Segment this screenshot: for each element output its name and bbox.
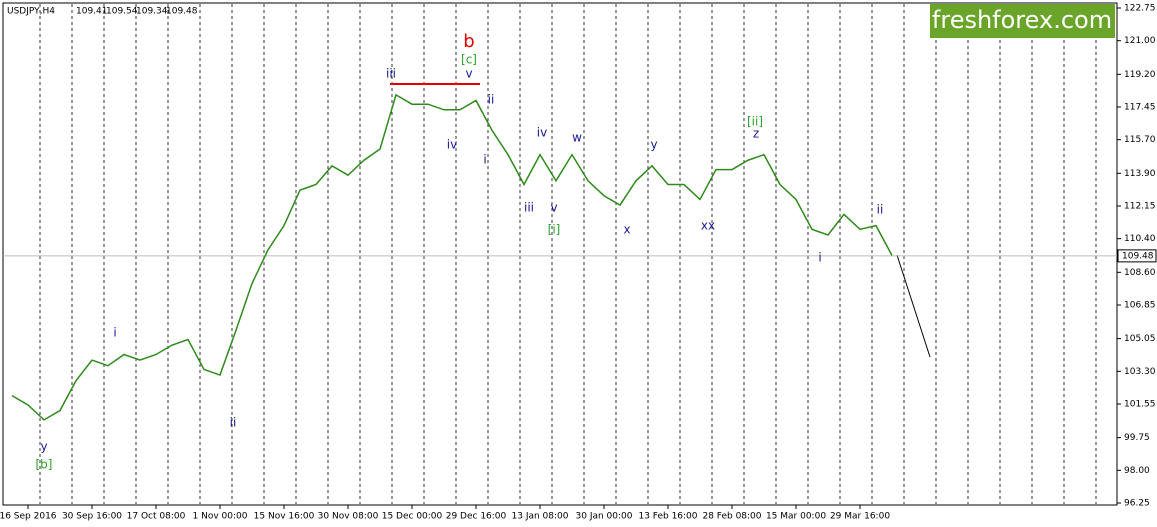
price-line [11,93,893,421]
header-symbol: USDJPY,H4 [7,7,55,17]
wave-label: xx [701,219,715,233]
wave-label: z [753,127,759,141]
x-tick-label: 30 Jan 00:00 [576,512,633,522]
logo-box [930,4,1115,38]
wave-label: y [40,440,47,454]
wave-label: ii [230,416,237,430]
y-tick-label: 99.75 [1124,433,1150,443]
wave-label: [b] [36,458,53,472]
y-tick-label: 105.05 [1124,334,1156,344]
header-ohlc: 109.48 [166,7,198,17]
wave-label: v [550,201,557,215]
wave-label: i [113,326,116,340]
header-ohlc: 109.41 [76,7,108,17]
logo: freshforex.com [932,6,1112,34]
x-tick-label: 15 Dec 00:00 [382,512,443,522]
y-tick-label: 119.20 [1124,70,1156,80]
y-tick-label: 98.00 [1124,466,1150,476]
wave-label: y [650,138,657,152]
x-tick-label: 28 Feb 08:00 [702,512,761,522]
y-tick-label: 115.70 [1124,135,1156,145]
y-tick-label: 112.15 [1124,202,1156,212]
x-tick-label: 1 Nov 00:00 [193,512,248,522]
x-tick-label: 15 Mar 00:00 [766,512,826,522]
y-tick-label: 103.30 [1124,367,1156,377]
x-tick-label: 29 Dec 16:00 [446,512,507,522]
header-ohlc: 109.34 [136,7,168,17]
wave-label: iii [524,201,534,215]
x-tick-label: 16 Sep 2016 [0,512,57,522]
y-tick-label: 101.55 [1124,400,1156,410]
wave-label: iii [386,67,396,81]
x-tick-label: 13 Jan 08:00 [512,512,569,522]
current-price-box [1117,249,1157,263]
wave-label: i [818,251,821,265]
plot-frame [2,2,1118,506]
y-tick-label: 108.60 [1124,268,1156,278]
wave-label: iv [447,138,457,152]
wave-label: b [463,31,474,52]
current-price-label: 109.48 [1122,251,1154,261]
forecast-line [896,254,931,358]
y-tick-label: 96.25 [1124,499,1150,509]
y-tick-label: 110.40 [1124,234,1156,244]
period-separators [39,4,1097,504]
x-tick-label: 13 Feb 16:00 [638,512,697,522]
wave-label: ii [488,93,495,107]
wave-label: ii [877,203,884,217]
wave-label: iv [537,126,547,140]
x-tick-label: 17 Oct 08:00 [127,512,186,522]
y-tick-label: 106.85 [1124,301,1156,311]
wave-label: [c] [461,53,477,67]
wave-label: i [483,153,486,167]
wave-label: [ii] [747,115,763,129]
y-tick-label: 122.75 [1124,4,1156,14]
x-tick-label: 30 Sep 16:00 [62,512,122,522]
y-tick-label: 117.45 [1124,103,1156,113]
header-ohlc: 109.54 [106,7,138,17]
x-tick-label: 30 Nov 08:00 [318,512,379,522]
wave-label: [i] [548,223,561,237]
wave-label: x [623,223,630,237]
y-tick-label: 121.00 [1124,36,1156,46]
x-tick-label: 15 Nov 16:00 [254,512,315,522]
wave-label: v [465,67,472,81]
wave-label: w [572,131,582,145]
y-tick-label: 113.90 [1124,169,1156,179]
x-tick-label: 29 Mar 16:00 [830,512,890,522]
